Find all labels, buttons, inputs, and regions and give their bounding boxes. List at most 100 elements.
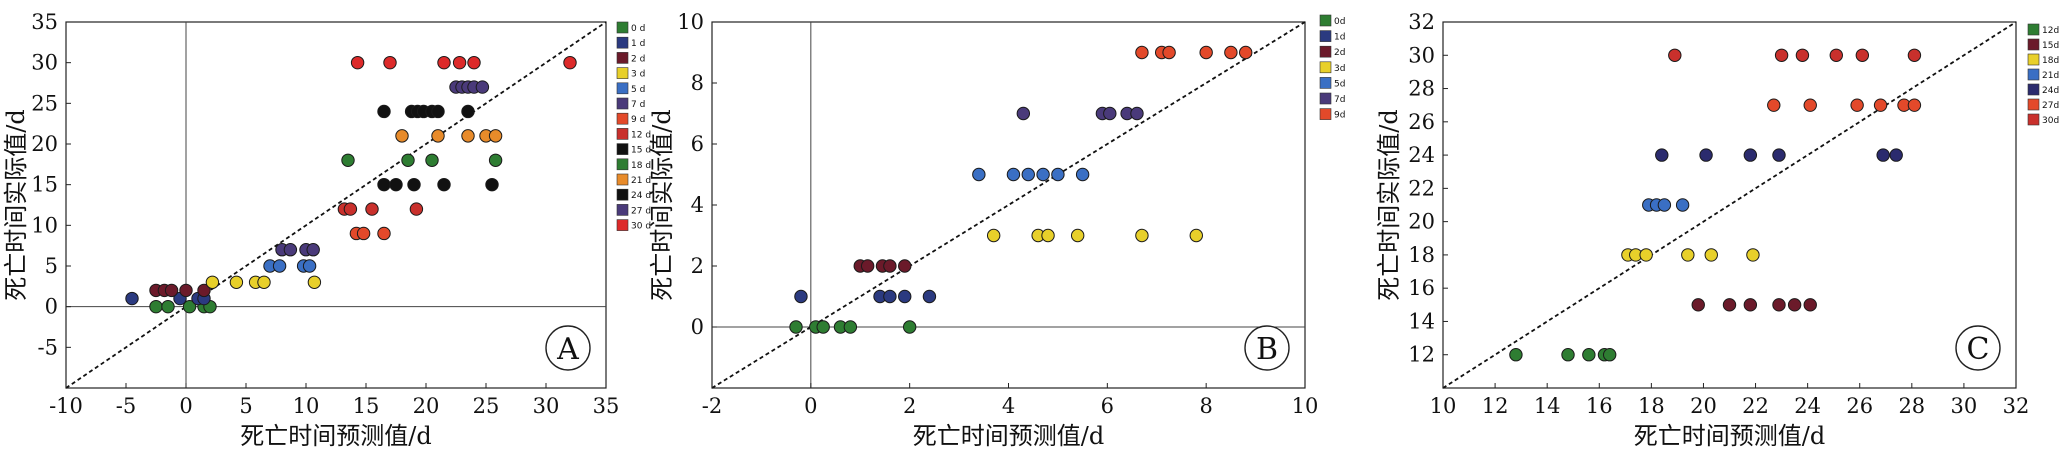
legend-swatch bbox=[2027, 113, 2040, 126]
data-point bbox=[377, 177, 391, 192]
x-tick-label: 10 bbox=[293, 394, 320, 418]
data-point bbox=[350, 55, 365, 70]
data-point bbox=[898, 259, 912, 273]
legend-label: 2 d bbox=[631, 54, 645, 64]
y-tick-label: 10 bbox=[677, 10, 704, 34]
legend-label: 7d bbox=[1334, 95, 1345, 105]
x-tick-label: 18 bbox=[1638, 394, 1665, 418]
data-point bbox=[437, 55, 451, 70]
data-point bbox=[972, 167, 986, 182]
legend-label: 30 d bbox=[631, 222, 651, 232]
data-point bbox=[860, 259, 875, 273]
y-tick-label: 20 bbox=[31, 132, 58, 156]
data-point bbox=[1051, 167, 1065, 182]
legend-swatch bbox=[616, 52, 629, 64]
legend-swatch bbox=[616, 204, 629, 216]
data-point bbox=[883, 259, 897, 273]
data-point bbox=[789, 320, 803, 334]
data-point bbox=[125, 291, 139, 306]
data-point bbox=[341, 153, 355, 167]
data-point bbox=[1772, 298, 1786, 312]
legend-swatch bbox=[1319, 77, 1332, 89]
legend-swatch bbox=[1319, 61, 1332, 74]
y-tick-label: 26 bbox=[1408, 110, 1435, 134]
data-point bbox=[302, 259, 317, 273]
legend-swatch bbox=[1319, 45, 1332, 58]
legend-label: 21d bbox=[2042, 71, 2059, 81]
data-point bbox=[343, 202, 358, 216]
legend-label: 12d bbox=[2042, 26, 2059, 36]
x-axis-label: 死亡时间预测值/d bbox=[240, 422, 431, 450]
legend-label: 24 d bbox=[631, 191, 651, 201]
legend-swatch bbox=[2027, 53, 2040, 66]
y-tick-label: 14 bbox=[1408, 309, 1435, 333]
legend-label: 3d bbox=[1334, 64, 1345, 74]
data-point bbox=[407, 177, 421, 192]
legend-swatch bbox=[2027, 23, 2040, 36]
x-tick-label: 0 bbox=[179, 394, 192, 418]
legend: 0 d 1 d 2 d 3 d 5 d 7 d 9 d 12 d 15 d 18 d 21 d 24 … bbox=[616, 21, 651, 232]
data-point bbox=[1675, 198, 1690, 212]
x-tick-label: 22 bbox=[1742, 394, 1769, 418]
legend-swatch bbox=[616, 143, 629, 155]
data-point bbox=[306, 243, 320, 257]
legend-label: 15d bbox=[2042, 41, 2059, 51]
plot-frame bbox=[65, 21, 607, 389]
data-point bbox=[383, 55, 397, 70]
diagonal-reference-line bbox=[711, 21, 1306, 389]
data-point bbox=[377, 104, 391, 119]
legend-swatch bbox=[616, 173, 629, 186]
legend-swatch bbox=[616, 97, 629, 110]
data-point bbox=[197, 283, 211, 298]
y-tick-label: 22 bbox=[1408, 176, 1435, 200]
data-point bbox=[179, 283, 193, 298]
x-tick-label: 20 bbox=[413, 394, 440, 418]
data-point bbox=[161, 299, 175, 314]
data-point bbox=[409, 202, 424, 216]
data-point bbox=[883, 289, 897, 304]
data-point bbox=[461, 104, 475, 119]
x-tick-label: -2 bbox=[702, 394, 722, 418]
data-point bbox=[1691, 298, 1705, 312]
data-point bbox=[1704, 248, 1718, 262]
legend-swatch bbox=[616, 188, 629, 201]
data-point bbox=[816, 320, 830, 334]
x-tick-label: 30 bbox=[533, 394, 560, 418]
y-tick-label: 35 bbox=[31, 10, 58, 34]
x-tick-label: -10 bbox=[49, 394, 83, 418]
data-point bbox=[1873, 98, 1888, 112]
data-point bbox=[1130, 106, 1144, 121]
legend-swatch bbox=[2027, 68, 2040, 81]
data-point bbox=[283, 243, 298, 257]
x-tick-label: 26 bbox=[1846, 394, 1873, 418]
legend-swatch bbox=[616, 82, 629, 95]
x-tick-label: -5 bbox=[116, 394, 136, 418]
legend-label: 5 d bbox=[631, 85, 645, 95]
x-tick-label: 15 bbox=[353, 394, 380, 418]
data-point bbox=[1041, 228, 1055, 243]
legend-label: 0 d bbox=[631, 24, 645, 34]
data-point bbox=[452, 55, 467, 70]
data-point bbox=[1189, 228, 1203, 243]
legend-label: 18 d bbox=[631, 161, 651, 171]
data-point bbox=[431, 104, 445, 119]
panel-badge-circle bbox=[545, 325, 591, 371]
legend-label: 12 d bbox=[631, 130, 651, 140]
data-point bbox=[1855, 48, 1870, 62]
y-tick-label: 28 bbox=[1408, 77, 1435, 101]
y-axis-label: 死亡时间实际值/d bbox=[1375, 109, 1403, 300]
data-point bbox=[1681, 248, 1695, 262]
legend-label: 9d bbox=[1334, 111, 1345, 121]
panel-badge-letter: A bbox=[556, 332, 579, 367]
legend-swatch bbox=[2027, 83, 2040, 96]
legend-label: 2d bbox=[1334, 48, 1345, 58]
data-point bbox=[488, 153, 503, 167]
data-point bbox=[1199, 45, 1213, 60]
data-point bbox=[307, 275, 322, 289]
legend-label: 1 d bbox=[631, 39, 645, 49]
plot-frame bbox=[1442, 21, 2017, 389]
legend-label: 21 d bbox=[631, 176, 651, 186]
data-point bbox=[1103, 106, 1117, 121]
legend-swatch bbox=[616, 128, 629, 140]
data-point bbox=[1655, 148, 1669, 162]
